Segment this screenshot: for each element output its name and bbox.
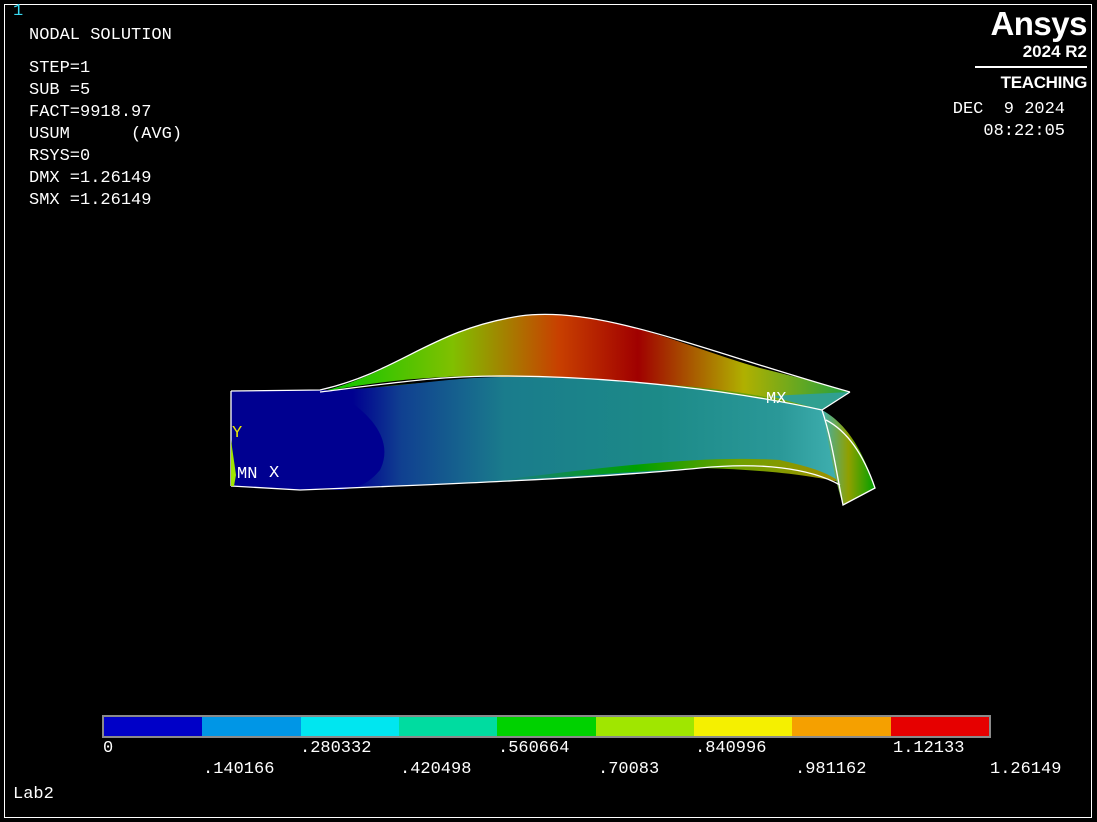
info-fact: FACT=9918.97 [29, 103, 152, 122]
solution-info-block: NODAL SOLUTION STEP=1 SUB =5 FACT=9918.9… [29, 25, 182, 212]
max-label: MX [766, 390, 786, 409]
legend-tick-0: 0 [103, 739, 114, 758]
legend-band-1 [104, 717, 203, 736]
tip-flap [770, 392, 850, 410]
legend-tick-7: .981162 [795, 760, 867, 779]
mid-edge [319, 375, 823, 411]
legend-band-9 [890, 717, 989, 736]
tip-surface [822, 410, 875, 505]
upper-surface [320, 314, 850, 410]
brand-version: 2024 R2 [1022, 42, 1087, 61]
title-label: Lab2 [13, 785, 54, 804]
legend-tick-8: 1.12133 [893, 739, 965, 758]
brand-edition: TEACHING [1000, 73, 1088, 92]
legend-band-7 [693, 717, 793, 736]
lower-surface [500, 458, 840, 482]
legend-tick-1: .140166 [203, 760, 275, 779]
min-label: MN [237, 465, 257, 484]
top-edge [230, 313, 851, 393]
contour-legend-bar [102, 715, 991, 738]
legend-band-2 [202, 717, 301, 736]
low-region [231, 390, 385, 490]
date-text: DEC 9 2024 [952, 100, 1065, 119]
legend-band-6 [595, 717, 694, 736]
legend-band-5 [497, 717, 596, 736]
info-step: STEP=1 [29, 59, 91, 78]
info-sub: SUB =5 [29, 81, 91, 100]
solution-title: NODAL SOLUTION [29, 26, 172, 45]
info-dmx: DMX =1.26149 [29, 169, 152, 188]
legend-tick-4: .560664 [498, 739, 570, 758]
tip-edge [821, 391, 876, 506]
legend-tick-3: .420498 [400, 760, 472, 779]
legend-band-3 [300, 717, 399, 736]
legend-tick-5: .70083 [598, 760, 660, 779]
fixed-support-marker [231, 440, 236, 486]
info-smx: SMX =1.26149 [29, 191, 152, 210]
window-number: 1 [13, 2, 24, 21]
logo-divider [975, 66, 1087, 68]
ansys-logo: Ansys 2024 R2 TEACHING [975, 5, 1088, 93]
time-text: 08:22:05 [983, 122, 1065, 141]
datetime-block: DEC 9 2024 08:22:05 [953, 99, 1065, 143]
legend-tick-9: 1.26149 [990, 760, 1062, 779]
graphics-window[interactable] [4, 4, 1092, 818]
info-rsys: RSYS=0 [29, 147, 91, 166]
brand-name: Ansys [990, 5, 1087, 42]
triad-y-label: Y [232, 424, 242, 443]
legend-band-8 [792, 717, 891, 736]
legend-tick-2: .280332 [300, 739, 372, 758]
legend-band-4 [398, 717, 498, 736]
legend-tick-6: .840996 [695, 739, 767, 758]
triad-x-label: X [269, 464, 279, 483]
info-usum: USUM (AVG) [29, 125, 183, 144]
bottom-edge [230, 465, 841, 491]
